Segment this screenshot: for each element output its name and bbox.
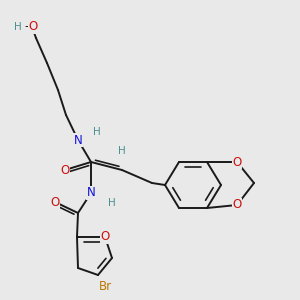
Text: O: O [232, 199, 242, 212]
Text: N: N [87, 187, 95, 200]
Text: H: H [118, 146, 126, 156]
Text: Br: Br [98, 280, 112, 292]
Text: O: O [100, 230, 109, 244]
Text: O: O [28, 20, 38, 34]
Text: H: H [14, 22, 22, 32]
Text: O: O [232, 155, 242, 169]
Text: H: H [93, 127, 101, 137]
Text: N: N [74, 134, 82, 146]
Text: H: H [108, 198, 116, 208]
Text: -: - [25, 20, 29, 34]
Text: O: O [60, 164, 70, 176]
Text: O: O [50, 196, 60, 208]
